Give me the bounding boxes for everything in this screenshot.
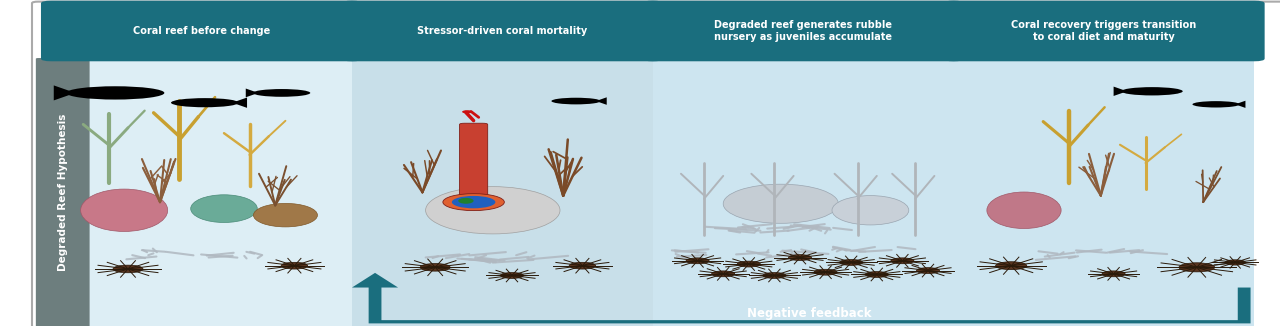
- Text: Coral reef before change: Coral reef before change: [133, 26, 270, 36]
- FancyBboxPatch shape: [643, 1, 964, 61]
- Polygon shape: [54, 85, 76, 100]
- FancyBboxPatch shape: [36, 58, 90, 326]
- Ellipse shape: [67, 86, 164, 99]
- Ellipse shape: [462, 110, 472, 113]
- Ellipse shape: [1121, 87, 1183, 96]
- Polygon shape: [1235, 101, 1245, 108]
- Circle shape: [420, 263, 451, 271]
- Ellipse shape: [253, 203, 317, 227]
- FancyBboxPatch shape: [32, 2, 1280, 326]
- Circle shape: [686, 258, 709, 264]
- Polygon shape: [232, 97, 247, 108]
- FancyBboxPatch shape: [460, 123, 488, 198]
- Circle shape: [788, 255, 812, 260]
- Circle shape: [1225, 260, 1245, 265]
- Ellipse shape: [1193, 101, 1239, 108]
- Circle shape: [840, 259, 863, 265]
- FancyBboxPatch shape: [943, 1, 1265, 61]
- FancyBboxPatch shape: [954, 59, 1254, 326]
- Circle shape: [891, 258, 914, 264]
- Circle shape: [916, 268, 940, 274]
- Polygon shape: [246, 89, 259, 97]
- Text: Negative feedback: Negative feedback: [748, 307, 872, 320]
- FancyBboxPatch shape: [41, 1, 362, 61]
- Circle shape: [500, 273, 524, 278]
- Ellipse shape: [425, 186, 561, 234]
- Text: Degraded reef generates rubble
nursery as juveniles accumulate: Degraded reef generates rubble nursery a…: [714, 20, 892, 42]
- Ellipse shape: [458, 198, 474, 204]
- Ellipse shape: [81, 189, 168, 231]
- FancyBboxPatch shape: [51, 59, 352, 326]
- Text: Stressor-driven coral mortality: Stressor-driven coral mortality: [417, 26, 588, 36]
- Ellipse shape: [452, 196, 495, 208]
- Polygon shape: [1114, 87, 1128, 96]
- Circle shape: [1102, 271, 1125, 277]
- Circle shape: [763, 273, 786, 278]
- Text: Coral recovery triggers transition
to coral diet and maturity: Coral recovery triggers transition to co…: [1011, 20, 1197, 42]
- Circle shape: [113, 265, 143, 273]
- FancyBboxPatch shape: [653, 59, 954, 326]
- Ellipse shape: [443, 194, 504, 211]
- Circle shape: [865, 272, 888, 277]
- Ellipse shape: [832, 196, 909, 225]
- Ellipse shape: [723, 184, 838, 223]
- Circle shape: [282, 262, 307, 269]
- Circle shape: [712, 271, 735, 277]
- Ellipse shape: [987, 192, 1061, 229]
- Text: Degraded Reef Hypothesis: Degraded Reef Hypothesis: [58, 114, 68, 271]
- Circle shape: [737, 261, 760, 267]
- Ellipse shape: [253, 89, 310, 97]
- Circle shape: [570, 262, 595, 269]
- Circle shape: [996, 262, 1027, 270]
- Polygon shape: [352, 273, 1251, 323]
- Circle shape: [1179, 263, 1215, 272]
- Circle shape: [814, 269, 837, 275]
- FancyBboxPatch shape: [352, 59, 653, 326]
- FancyBboxPatch shape: [342, 1, 663, 61]
- Ellipse shape: [552, 98, 600, 104]
- Ellipse shape: [191, 195, 257, 222]
- Polygon shape: [596, 97, 607, 105]
- Ellipse shape: [172, 98, 238, 107]
